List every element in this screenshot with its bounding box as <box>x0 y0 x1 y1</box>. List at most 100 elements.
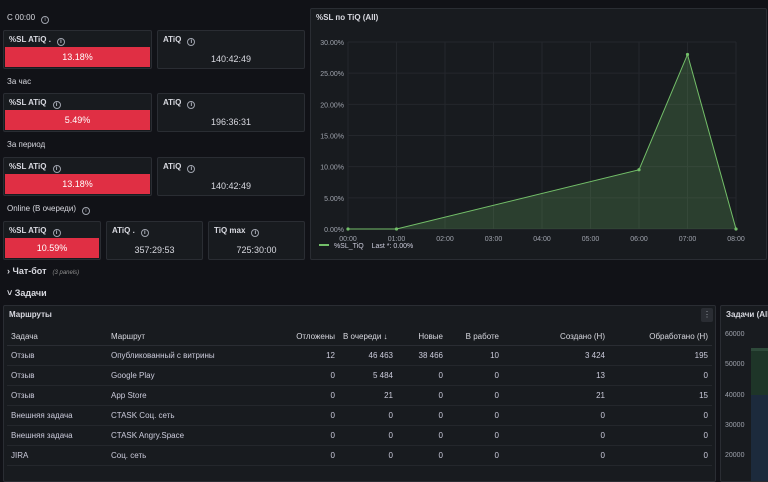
tasks-timeseries-panel[interactable]: Задачи (All 60000 50000 40000 30000 2000… <box>720 305 768 482</box>
table-cell: 0 <box>277 385 339 406</box>
data-point <box>394 227 399 231</box>
column-header-sorted[interactable]: В очереди ↓ <box>339 328 397 346</box>
info-icon[interactable]: i <box>187 38 196 46</box>
table-cell: 12 <box>277 345 339 366</box>
panel-title: ATiQ i <box>163 162 196 173</box>
row-tasks[interactable]: ˅ Задачи <box>7 288 47 298</box>
info-icon[interactable]: i <box>52 165 61 173</box>
info-icon[interactable]: i <box>140 229 149 237</box>
stat-panel-atiq-period[interactable]: ATiQ i 140:42:49 <box>157 157 305 196</box>
stat-value: 725:30:00 <box>236 245 277 255</box>
chevron-down-icon: ˅ <box>7 288 13 298</box>
panel-title-text: ATiQ <box>163 35 182 44</box>
y-tick: 40000 <box>725 392 745 399</box>
table-cell: Отзыв <box>7 365 107 386</box>
row-chatbot[interactable]: › Чат-бот (3 panels) <box>7 266 79 276</box>
info-icon[interactable]: i <box>81 207 90 215</box>
panel-title: Маршруты <box>9 310 52 319</box>
chevron-right-icon: › <box>7 266 10 276</box>
column-header[interactable]: Задача <box>7 328 107 346</box>
stat-panel-atiq-online[interactable]: ATiQ . i 357:29:53 <box>106 221 203 260</box>
table-cell: 46 463 <box>339 345 397 366</box>
y-tick: 20000 <box>725 452 745 459</box>
table-cell: 5 484 <box>339 365 397 386</box>
table-cell: 0 <box>277 445 339 466</box>
panel-title-text: %SL ATiQ <box>9 162 47 171</box>
table-cell: 0 <box>397 405 447 426</box>
panel-title-text: TiQ max <box>214 226 246 235</box>
row-title: Задачи <box>14 288 47 298</box>
table-cell: 3 424 <box>503 345 609 366</box>
table-cell: 0 <box>447 425 503 446</box>
data-point <box>734 227 738 231</box>
info-icon[interactable]: i <box>56 38 65 46</box>
table-cell: 0 <box>339 405 397 426</box>
table-cell: Соц. сеть <box>107 445 277 466</box>
section-label: С 00:00 <box>7 13 36 22</box>
series-area <box>751 351 768 395</box>
info-icon[interactable]: i <box>52 101 61 109</box>
table-cell: App Store <box>107 385 277 406</box>
section-period: За период <box>7 140 46 149</box>
chart-panel-sl-by-tiq[interactable]: %SL по TiQ (All) 0.00% 5.00% 10.00% 15.00% 2… <box>310 8 767 260</box>
table-cell: 0 <box>609 405 712 426</box>
y-tick-label: 20.00% <box>320 102 344 109</box>
stat-value: 13.18% <box>5 174 150 194</box>
section-online: Online (В очереди) i <box>7 204 90 215</box>
section-since-midnight: С 00:00 i <box>7 13 50 24</box>
stat-panel-sl-atiq-online[interactable]: %SL ATiQ i 10.59% <box>3 221 101 260</box>
info-icon[interactable]: i <box>187 101 196 109</box>
stat-panel-atiq[interactable]: ATiQ i 140:42:49 <box>157 30 305 69</box>
x-tick-label: 06:00 <box>630 236 648 243</box>
stat-panel-atiq-hour[interactable]: ATiQ i 196:36:31 <box>157 93 305 132</box>
data-point <box>685 52 690 57</box>
panel-title-text: %SL ATiQ <box>9 226 47 235</box>
stat-panel-tiq-max[interactable]: TiQ max i 725:30:00 <box>208 221 305 260</box>
table-row[interactable]: Отзыв Google Play 0 5 484 0 0 13 0 <box>7 365 712 386</box>
stat-panel-sl-atiq-hour[interactable]: %SL ATiQ i 5.49% <box>3 93 152 132</box>
table-cell: Отзыв <box>7 385 107 406</box>
info-icon[interactable]: i <box>187 165 196 173</box>
panel-title: ATiQ i <box>163 98 196 109</box>
info-icon[interactable]: i <box>251 229 260 237</box>
table-cell: 0 <box>339 445 397 466</box>
table-row[interactable]: Отзыв App Store 0 21 0 0 21 15 <box>7 385 712 406</box>
table-cell: 0 <box>339 425 397 446</box>
column-header[interactable]: Отложены <box>277 328 339 346</box>
column-header[interactable]: Маршрут <box>107 328 277 346</box>
panel-title: ATiQ . i <box>112 226 149 237</box>
table-row[interactable]: Внешняя задача CTASK Angry.Space 0 0 0 0 0 0 <box>7 425 712 446</box>
panel-title: %SL ATiQ i <box>9 98 61 109</box>
info-icon[interactable]: i <box>41 16 50 24</box>
table-cell: 0 <box>397 425 447 446</box>
column-header[interactable]: Обработано (Н) <box>609 328 712 346</box>
stat-panel-sl-atiq[interactable]: %SL ATiQ . i 13.18% <box>3 30 152 69</box>
table-header-row: Задача Маршрут Отложены В очереди ↓ Новы… <box>7 328 712 346</box>
panel-title: %SL ATiQ i <box>9 162 61 173</box>
table-cell: 0 <box>609 425 712 446</box>
table-row[interactable]: Отзыв Опубликованный с витрины 12 46 463 38 … <box>7 345 712 366</box>
info-icon[interactable]: i <box>52 229 61 237</box>
stat-value: 5.49% <box>5 110 150 130</box>
y-tick-label: 5.00% <box>324 196 344 203</box>
column-header[interactable]: Новые <box>397 328 447 346</box>
table-cell: 15 <box>609 385 712 406</box>
table-row[interactable]: Внешняя задача CTASK Соц. сеть 0 0 0 0 0 0 <box>7 405 712 426</box>
table-row[interactable]: JIRA Соц. сеть 0 0 0 0 0 0 <box>7 445 712 466</box>
stat-panel-sl-atiq-period[interactable]: %SL ATiQ i 13.18% <box>3 157 152 196</box>
table-cell: 13 <box>503 365 609 386</box>
column-header[interactable]: В работе <box>447 328 503 346</box>
table-cell: 0 <box>447 385 503 406</box>
routes-table-wrap: Задача Маршрут Отложены В очереди ↓ Новы… <box>7 328 712 466</box>
x-tick-label: 02:00 <box>436 236 454 243</box>
panel-title: %SL по TiQ (All) <box>316 13 379 22</box>
table-panel-routes[interactable]: Маршруты ⋮ Задача Маршрут Отложены В оче… <box>3 305 716 482</box>
x-tick-label: 07:00 <box>679 236 697 243</box>
legend-last-value: Last *: 0.00% <box>371 243 414 250</box>
chart-legend[interactable]: %SL_TiQ Last *: 0.00% <box>319 243 413 250</box>
table-cell: 0 <box>447 405 503 426</box>
panel-title-text: %SL ATiQ . <box>9 35 51 44</box>
panel-menu-icon[interactable]: ⋮ <box>701 308 713 322</box>
y-tick-label: 0.00% <box>324 227 344 234</box>
column-header[interactable]: Создано (Н) <box>503 328 609 346</box>
